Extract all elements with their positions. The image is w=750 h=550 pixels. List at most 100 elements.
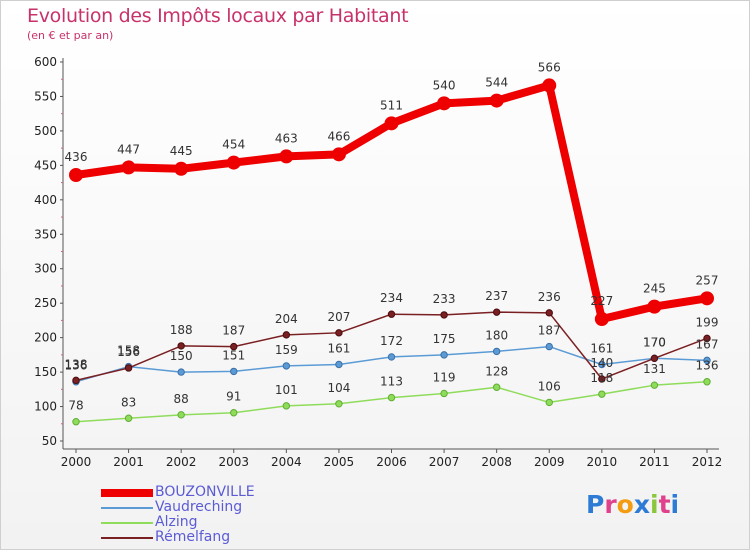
data-label: 161 <box>590 342 613 356</box>
x-tick-label: 2001 <box>113 455 144 469</box>
data-label: 511 <box>380 98 403 112</box>
data-label: 83 <box>121 395 136 409</box>
data-point <box>335 360 343 369</box>
data-point <box>230 342 238 351</box>
series-rémelfang <box>72 308 711 385</box>
data-point <box>177 342 185 350</box>
data-point <box>542 78 557 93</box>
data-label: 257 <box>696 273 719 287</box>
data-point <box>387 353 396 361</box>
data-point <box>331 147 346 162</box>
data-label: 158 <box>117 344 140 358</box>
data-point <box>700 291 714 306</box>
x-tick-label: 2012 <box>692 455 723 469</box>
data-label: 463 <box>275 131 298 145</box>
data-label: 204 <box>275 312 298 326</box>
data-label: 454 <box>222 138 245 152</box>
data-point <box>647 299 662 314</box>
data-point <box>226 155 241 170</box>
data-label: 91 <box>226 390 241 404</box>
data-point <box>335 400 343 408</box>
x-tick-label: 2005 <box>324 455 355 469</box>
data-point <box>440 311 448 319</box>
data-point <box>279 149 294 164</box>
data-label: 136 <box>696 359 719 373</box>
logo-letter: i <box>650 490 659 519</box>
data-label: 540 <box>433 78 456 92</box>
legend-label: BOUZONVILLE <box>155 484 255 500</box>
x-tick-label: 2007 <box>429 455 460 469</box>
data-point <box>121 160 136 175</box>
series-alzing <box>72 378 711 426</box>
proxiti-logo: Proxiti <box>586 490 679 519</box>
data-point <box>650 354 659 363</box>
data-point <box>72 418 80 426</box>
legend-item-2: Alzing <box>101 514 301 531</box>
data-point <box>598 360 606 369</box>
data-label: 78 <box>68 399 83 413</box>
data-label: 156 <box>117 345 140 359</box>
logo-letter: i <box>670 490 680 519</box>
y-tick-label: 100 <box>34 400 57 414</box>
data-label: 140 <box>590 356 613 370</box>
data-label: 245 <box>643 282 666 296</box>
data-point <box>387 310 396 318</box>
y-tick-label: 500 <box>34 124 57 138</box>
data-label: 106 <box>538 379 561 393</box>
data-label: 113 <box>380 375 403 389</box>
data-point <box>282 362 291 370</box>
legend-swatch <box>101 537 153 539</box>
data-point <box>440 351 448 359</box>
data-label: 436 <box>65 150 88 164</box>
legend-item-0: BOUZONVILLE <box>101 484 301 501</box>
y-tick-label: 50 <box>42 434 57 448</box>
legend-swatch <box>101 522 153 524</box>
data-label: 234 <box>380 291 403 305</box>
x-tick-label: 2006 <box>376 455 407 469</box>
data-label: 207 <box>327 310 350 324</box>
data-label: 131 <box>643 362 666 376</box>
y-tick-label: 350 <box>34 227 57 241</box>
data-point <box>703 334 711 343</box>
y-tick-label: 600 <box>34 55 57 69</box>
data-point <box>492 347 501 356</box>
data-label: 199 <box>696 315 719 329</box>
legend-label: Vaudreching <box>155 499 243 515</box>
data-point <box>177 368 185 376</box>
data-point <box>545 398 553 407</box>
data-point <box>72 376 80 385</box>
y-tick-label: 550 <box>34 89 57 103</box>
data-point <box>598 390 606 398</box>
logo-letter: o <box>616 490 634 519</box>
data-label: 233 <box>433 292 456 306</box>
data-label: 170 <box>643 335 666 349</box>
data-label: 170 <box>643 335 666 349</box>
data-label: 138 <box>65 357 88 371</box>
data-label: 119 <box>433 370 456 384</box>
x-tick-label: 2010 <box>587 455 618 469</box>
x-tick-label: 2008 <box>481 455 512 469</box>
data-label: 118 <box>590 371 613 385</box>
data-point <box>545 309 553 317</box>
y-tick-label: 400 <box>34 193 57 207</box>
data-point <box>384 116 399 131</box>
data-point <box>492 383 501 391</box>
x-tick-label: 2002 <box>166 455 197 469</box>
data-label: 151 <box>222 348 245 362</box>
y-tick-label: 250 <box>34 296 57 310</box>
data-label: 88 <box>174 392 189 406</box>
data-point <box>230 409 238 417</box>
legend-item-3: Rémelfang <box>101 529 301 546</box>
data-label: 447 <box>117 142 140 156</box>
x-tick-label: 2003 <box>218 455 249 469</box>
data-point <box>489 93 504 108</box>
data-point <box>124 364 133 372</box>
y-tick-label: 300 <box>34 262 57 276</box>
data-label: 150 <box>170 349 193 363</box>
data-point <box>335 329 343 337</box>
logo-letter: r <box>604 490 617 519</box>
logo-letter: x <box>633 490 650 519</box>
data-point <box>124 414 133 422</box>
logo-letter: P <box>586 490 605 519</box>
